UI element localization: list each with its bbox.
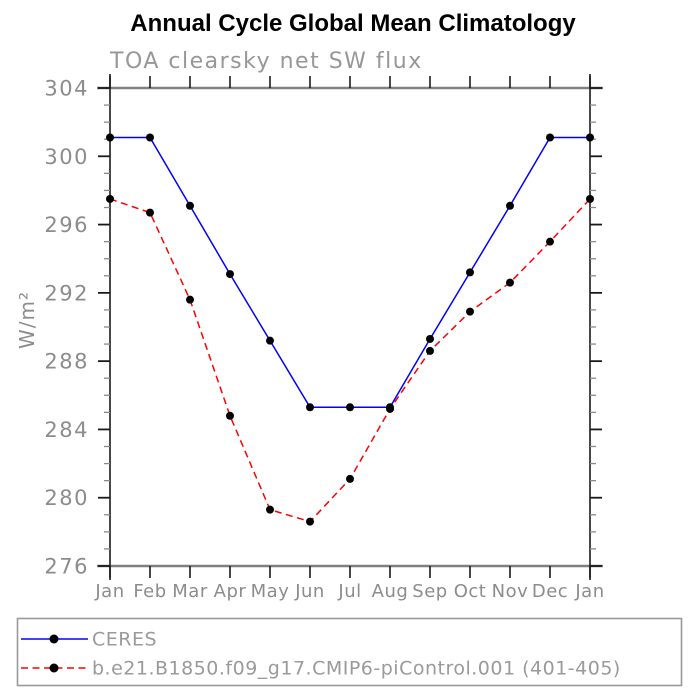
x-tick-label: Nov — [492, 581, 529, 602]
data-point-marker — [346, 403, 354, 412]
y-tick-label: 304 — [44, 77, 89, 101]
y-tick-label: 284 — [44, 418, 89, 442]
x-tick-label: Feb — [133, 581, 166, 602]
legend-sample-marker — [49, 634, 59, 644]
chart-subtitle: TOA clearsky net SW flux — [109, 49, 423, 74]
data-point-marker — [586, 194, 594, 203]
data-point-marker — [186, 295, 194, 304]
x-tick-label: Dec — [532, 581, 568, 602]
data-point-marker — [106, 133, 114, 142]
data-point-marker — [186, 201, 194, 210]
data-point-marker — [466, 268, 474, 277]
x-tick-label: May — [251, 581, 290, 602]
legend-label-ceres: CERES — [92, 629, 157, 651]
x-tick-label: Apr — [214, 581, 247, 602]
legend-box — [16, 617, 683, 687]
chart-title: Annual Cycle Global Mean Climatology — [130, 10, 576, 37]
x-tick-label: Sep — [412, 581, 447, 602]
data-point-marker — [426, 346, 434, 355]
data-point-marker — [226, 411, 234, 420]
series-line-0 — [110, 136, 590, 408]
y-tick-label: 280 — [44, 486, 89, 510]
data-point-marker — [386, 404, 394, 413]
y-axis-label: W/m² — [15, 291, 39, 349]
data-point-marker — [466, 307, 474, 316]
data-point-marker — [266, 505, 274, 514]
data-point-marker — [506, 201, 514, 210]
x-tick-label: Mar — [172, 581, 208, 602]
data-point-marker — [106, 194, 114, 203]
data-point-marker — [586, 133, 594, 142]
legend-samples — [21, 634, 88, 673]
x-tick-label: Jul — [337, 581, 361, 602]
y-tick-label: 288 — [44, 350, 89, 374]
axes: Jan Feb Mar Apr May Jun Jul Aug Sep Oct Nov Dec Jan2… — [44, 74, 604, 602]
data-point-marker — [146, 133, 154, 142]
data-point-marker — [346, 474, 354, 483]
y-tick-label: 292 — [44, 281, 89, 305]
legend-sample-marker — [49, 663, 59, 673]
data-point-marker — [426, 334, 434, 343]
x-tick-label: Jan — [94, 581, 124, 602]
data-point-marker — [146, 208, 154, 217]
y-tick-label: 276 — [44, 555, 89, 579]
x-tick-label: Jan — [574, 581, 604, 602]
x-tick-label: Jun — [294, 581, 325, 602]
legend: CERES b.e21.B1850.f09_g17.CMIP6-piContro… — [16, 617, 683, 687]
series-line-1 — [109, 198, 591, 523]
y-tick-label: 296 — [44, 213, 89, 237]
data-point-marker — [226, 270, 234, 279]
data-point-marker — [266, 336, 274, 345]
x-tick-label: Oct — [454, 581, 487, 602]
data-point-marker — [546, 133, 554, 142]
data-point-marker — [546, 237, 554, 246]
data-point-marker — [306, 517, 314, 526]
data-point-marker — [506, 278, 514, 287]
data-point-marker — [306, 403, 314, 412]
data-series — [106, 133, 594, 526]
y-tick-label: 300 — [44, 145, 89, 169]
legend-label-model: b.e21.B1850.f09_g17.CMIP6-piControl.001 … — [92, 658, 621, 680]
x-tick-label: Aug — [372, 581, 409, 602]
